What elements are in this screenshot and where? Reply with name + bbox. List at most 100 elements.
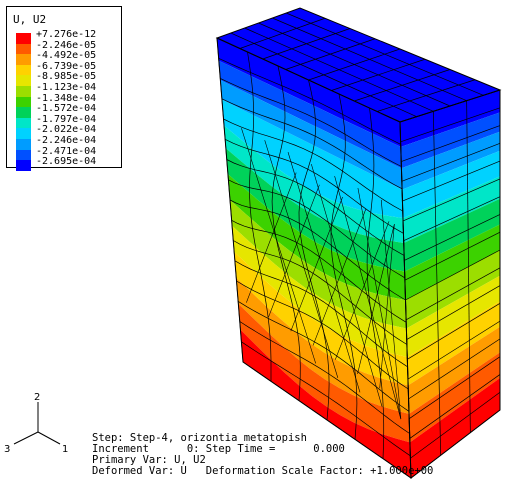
right-mesh-line [404, 231, 501, 281]
legend-swatch [16, 33, 31, 44]
right-face-contour-band [405, 250, 500, 329]
front-mesh-diagonal [311, 163, 383, 407]
legend-label: -2.695e-04 [36, 156, 97, 168]
legend-swatch [16, 75, 31, 86]
right-mesh-line [405, 249, 501, 301]
legend-label: -1.572e-04 [36, 103, 97, 115]
right-mesh-line [402, 178, 501, 222]
axis-3-label: 3 [4, 444, 10, 455]
front-face-contour-band [232, 225, 408, 357]
legend-title: U, U2 [13, 13, 47, 26]
right-mesh-line [401, 143, 501, 182]
front-mesh-line [298, 79, 330, 421]
legend-swatch [16, 149, 31, 161]
right-face-contour-band [401, 131, 500, 190]
step-label: Step: Step-4, orizontia metatopish [92, 432, 307, 444]
legend-label: -2.022e-04 [36, 124, 97, 136]
right-mesh-line [405, 267, 501, 321]
legend-label: -4.492e-05 [36, 50, 97, 62]
front-mesh-line [271, 65, 301, 401]
top-mesh-line [258, 22, 451, 107]
right-face-contour-band [402, 150, 500, 219]
front-mesh-diagonal [264, 140, 339, 378]
front-mesh-diagonal [357, 224, 395, 374]
right-mesh-line [406, 285, 501, 340]
front-mesh-diagonal [312, 209, 367, 346]
right-face-contour-band [403, 176, 500, 243]
top-mesh-line [244, 27, 434, 112]
legend-swatch [16, 128, 31, 139]
right-mesh-line [409, 374, 501, 439]
front-face-contour-band [227, 174, 406, 300]
right-mesh-line [466, 100, 471, 433]
right-mesh-line [407, 303, 501, 360]
top-mesh-line [286, 12, 484, 96]
front-face-contour-band [230, 200, 407, 329]
primary-var-label: Primary Var: U, U2 [92, 454, 206, 466]
front-mesh-diagonal [380, 199, 402, 420]
right-mesh-line [404, 214, 501, 261]
front-face-contour-band [217, 38, 401, 147]
right-mesh-line [402, 160, 501, 202]
right-mesh-line [403, 196, 501, 241]
front-face-contour-band [225, 148, 405, 272]
right-face-contour-band [409, 352, 500, 443]
front-mesh-diagonal [290, 196, 343, 332]
right-mesh-line [407, 320, 501, 380]
front-mesh-diagonal [357, 187, 402, 420]
right-mesh-line [408, 338, 501, 400]
right-face-contour-band [400, 112, 500, 169]
front-face-contour-band [220, 80, 403, 190]
legend-swatch [16, 96, 31, 108]
axis-3-line [13, 431, 39, 445]
right-mesh-line [400, 107, 501, 143]
front-mesh-diagonal [334, 221, 390, 360]
legend-swatch [16, 43, 31, 55]
top-mesh-line [272, 17, 467, 101]
legend-label: -8.985e-05 [36, 71, 97, 83]
legend-swatch [16, 117, 31, 129]
legend-label: -6.739e-05 [36, 60, 97, 72]
front-mesh-diagonal [268, 184, 320, 318]
legend-swatch [16, 86, 31, 97]
right-face-contour-band [408, 326, 500, 414]
right-face-contour-band [403, 198, 500, 272]
legend-label: -1.123e-04 [36, 82, 97, 93]
right-face-contour-band [407, 301, 500, 386]
legend-swatch [16, 160, 31, 171]
right-mesh-line [408, 356, 501, 419]
right-face-outline [399, 89, 501, 479]
legend-label: -2.246e-04 [36, 135, 97, 146]
legend-swatch [16, 107, 31, 118]
front-mesh-diagonal [241, 128, 316, 364]
axis-2-label: 2 [34, 392, 40, 403]
right-mesh-line [432, 111, 442, 456]
right-face-contour-band [404, 224, 500, 300]
contour-legend: U, U2 +7.276e-12 -2.246e-05 -4.492e-05 -6.7… [6, 6, 122, 171]
legend-swatch [16, 64, 31, 76]
right-mesh-line [410, 391, 501, 459]
front-mesh-line [366, 107, 385, 459]
right-face-contour-band [400, 90, 500, 147]
front-mesh-diagonal [379, 224, 395, 389]
axis-1-label: 1 [62, 444, 68, 455]
front-face-contour-band [224, 125, 404, 243]
front-mesh-line [247, 51, 272, 382]
front-face-contour-band [218, 60, 402, 169]
right-face-contour-band [406, 275, 500, 357]
legend-label: -1.348e-04 [36, 92, 97, 104]
right-mesh-line [401, 125, 501, 162]
front-face-contour-band [234, 251, 409, 386]
legend-label: +7.276e-12 [36, 29, 97, 40]
front-face-contour-band [240, 329, 411, 478]
deformed-var-label: Deformed Var: U Deformation Scale Factor… [92, 465, 434, 477]
increment-label: Increment 0: Step Time = 0.000 [92, 443, 345, 455]
legend-label: -2.246e-05 [36, 39, 97, 51]
legend-swatch [16, 139, 31, 150]
legend-label: -1.797e-04 [36, 113, 97, 125]
front-mesh-diagonal [287, 152, 361, 393]
legend-swatch [16, 54, 31, 65]
axis-triad: 2 1 3 [4, 392, 68, 455]
